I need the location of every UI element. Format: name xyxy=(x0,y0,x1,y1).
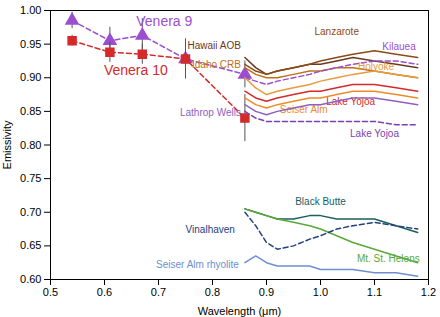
svg-text:Seiser Alm rhyolite: Seiser Alm rhyolite xyxy=(156,259,239,270)
svg-text:1.1: 1.1 xyxy=(367,286,382,298)
svg-text:0.95: 0.95 xyxy=(20,38,41,50)
svg-text:0.90: 0.90 xyxy=(20,71,41,83)
svg-text:Vinalhaven: Vinalhaven xyxy=(186,224,235,235)
svg-text:0.80: 0.80 xyxy=(20,139,41,151)
svg-text:0.8: 0.8 xyxy=(205,286,220,298)
svg-text:0.7: 0.7 xyxy=(151,286,166,298)
svg-text:Idaho CRB: Idaho CRB xyxy=(192,59,241,70)
svg-text:Emissivity: Emissivity xyxy=(1,120,13,169)
svg-text:0.9: 0.9 xyxy=(259,286,274,298)
svg-text:0.70: 0.70 xyxy=(20,206,41,218)
svg-text:Lanzarote: Lanzarote xyxy=(314,26,359,37)
svg-text:0.60: 0.60 xyxy=(20,273,41,285)
svg-text:Wavelength (μm): Wavelength (μm) xyxy=(198,305,282,317)
svg-text:1.2: 1.2 xyxy=(421,286,436,298)
svg-text:Lake Yojoa: Lake Yojoa xyxy=(350,128,399,139)
svg-text:Black Butte: Black Butte xyxy=(295,196,346,207)
svg-text:Mt. St. Helens: Mt. St. Helens xyxy=(357,253,420,264)
svg-text:0.5: 0.5 xyxy=(43,286,58,298)
svg-text:0.65: 0.65 xyxy=(20,239,41,251)
svg-text:0.85: 0.85 xyxy=(20,105,41,117)
svg-text:Kilauea: Kilauea xyxy=(382,41,416,52)
svg-text:Seiser Alm: Seiser Alm xyxy=(279,104,328,116)
svg-text:Holyoke: Holyoke xyxy=(358,61,395,72)
svg-text:Lathrop Wells: Lathrop Wells xyxy=(180,107,241,118)
svg-text:Venera 9: Venera 9 xyxy=(136,13,192,29)
svg-text:Lake Yojoa: Lake Yojoa xyxy=(326,96,376,107)
svg-text:Hawaii AOB: Hawaii AOB xyxy=(188,40,242,51)
svg-text:0.6: 0.6 xyxy=(97,286,112,298)
svg-text:Venera 10: Venera 10 xyxy=(104,62,168,78)
svg-text:1.0: 1.0 xyxy=(313,286,328,298)
svg-text:1.00: 1.00 xyxy=(20,4,41,16)
svg-text:0.75: 0.75 xyxy=(20,172,41,184)
